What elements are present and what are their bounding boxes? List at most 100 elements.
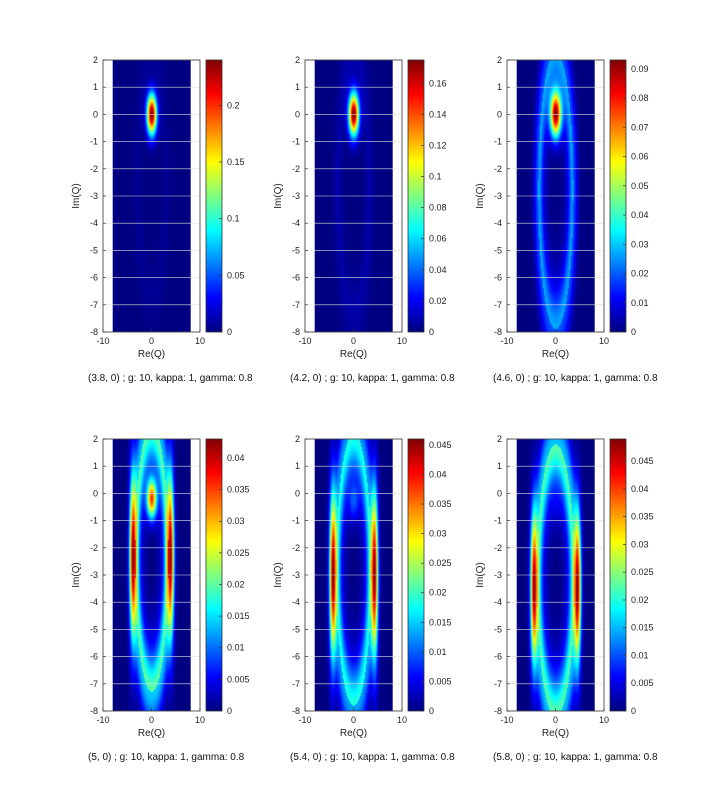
y-tick-label: -2 [292, 164, 300, 174]
colorbar-frame [205, 59, 223, 333]
y-tick-label: -1 [494, 516, 502, 526]
colorbar-tick-label: 0.16 [429, 78, 447, 88]
y-tick-label: 2 [295, 434, 300, 444]
colorbar-tick-label: 0.025 [631, 567, 654, 577]
colorbar-tick-label: 0.14 [429, 109, 447, 119]
y-tick-label: -1 [90, 516, 98, 526]
colorbar-tick-label: 0.04 [631, 210, 649, 220]
y-tick-label: 2 [93, 55, 98, 65]
y-tick-label: -5 [90, 245, 98, 255]
colorbar-tick-label: 0.1 [227, 214, 240, 224]
y-tick-label: 0 [93, 109, 98, 119]
y-tick-label: -3 [292, 570, 300, 580]
x-tick-label: -10 [298, 715, 311, 725]
colorbar-tick-label: 0.09 [631, 64, 649, 74]
y-tick-label: -6 [494, 652, 502, 662]
y-tick-label: -6 [494, 273, 502, 283]
colorbar-tick-label: 0.02 [631, 269, 649, 279]
y-tick-label: -1 [494, 137, 502, 147]
y-axis-label: Im(Q) [273, 562, 284, 588]
y-tick-label: -2 [90, 164, 98, 174]
panel-caption: (5.8, 0) ; g: 10, kappa: 1, gamma: 0.8 [493, 752, 658, 763]
colorbar-tick-label: 0.01 [631, 298, 649, 308]
colorbar-tick-label: 0.03 [631, 239, 649, 249]
colorbar-tick-label: 0 [631, 706, 636, 716]
x-tick-label: 10 [599, 336, 609, 346]
y-axis-label: Im(Q) [475, 562, 486, 588]
panel-caption: (3.8, 0) ; g: 10, kappa: 1, gamma: 0.8 [88, 373, 253, 384]
x-tick-label: 10 [599, 715, 609, 725]
colorbar-tick-label: 0.08 [429, 203, 447, 213]
y-axis-label: Im(Q) [475, 183, 486, 209]
y-tick-label: -2 [494, 543, 502, 553]
x-axis-label: Re(Q) [542, 728, 569, 739]
y-tick-label: -7 [90, 300, 98, 310]
y-tick-label: 1 [93, 461, 98, 471]
y-tick-label: -6 [292, 273, 300, 283]
y-axis-label: Im(Q) [273, 183, 284, 209]
colorbar [610, 439, 626, 711]
y-tick-label: -5 [90, 624, 98, 634]
colorbar-tick-label: 0.03 [227, 516, 245, 526]
panel-caption: (4.2, 0) ; g: 10, kappa: 1, gamma: 0.8 [290, 373, 455, 384]
colorbar-frame [407, 438, 425, 712]
colorbar-tick-label: 0.2 [227, 100, 240, 110]
y-tick-label: 0 [93, 488, 98, 498]
colorbar-tick-label: 0.05 [227, 270, 245, 280]
y-tick-label: -5 [292, 624, 300, 634]
x-tick-label: 0 [553, 336, 558, 346]
colorbar-tick-label: 0.12 [429, 140, 447, 150]
y-axis-label: Im(Q) [71, 183, 82, 209]
x-tick-label: 0 [351, 715, 356, 725]
y-tick-label: -2 [90, 543, 98, 553]
x-tick-label: -10 [96, 715, 109, 725]
colorbar-tick-label: 0.035 [429, 499, 452, 509]
x-tick-label: -10 [96, 336, 109, 346]
y-tick-label: -3 [494, 570, 502, 580]
y-tick-label: -5 [494, 624, 502, 634]
y-tick-label: 1 [497, 82, 502, 92]
y-tick-label: -3 [292, 191, 300, 201]
y-tick-label: 0 [497, 109, 502, 119]
x-tick-label: 10 [397, 715, 407, 725]
y-tick-label: -2 [292, 543, 300, 553]
colorbar-tick-label: 0 [631, 327, 636, 337]
x-axis-label: Re(Q) [340, 728, 367, 739]
x-tick-label: 10 [195, 715, 205, 725]
y-tick-label: -1 [292, 516, 300, 526]
y-tick-label: -7 [90, 679, 98, 689]
colorbar-tick-label: 0.03 [631, 539, 649, 549]
y-tick-label: -8 [292, 706, 300, 716]
x-axis-label: Re(Q) [542, 349, 569, 360]
colorbar-frame [407, 59, 425, 333]
panel-caption: (5, 0) ; g: 10, kappa: 1, gamma: 0.8 [88, 752, 245, 763]
y-tick-label: -6 [90, 273, 98, 283]
y-tick-label: -4 [90, 218, 98, 228]
y-tick-label: -7 [292, 679, 300, 689]
y-tick-label: 0 [295, 109, 300, 119]
colorbar-tick-label: 0.045 [631, 456, 654, 466]
colorbar [610, 60, 626, 332]
y-tick-label: -5 [494, 245, 502, 255]
x-tick-label: 10 [397, 336, 407, 346]
colorbar-tick-label: 0.08 [631, 93, 649, 103]
y-tick-label: 1 [295, 461, 300, 471]
y-tick-label: 0 [497, 488, 502, 498]
colorbar-tick-label: 0.02 [631, 595, 649, 605]
colorbar [408, 60, 424, 332]
y-tick-label: -3 [494, 191, 502, 201]
colorbar-tick-label: 0.01 [429, 647, 447, 657]
y-tick-label: -6 [90, 652, 98, 662]
colorbar-tick-label: 0.015 [631, 623, 654, 633]
colorbar [206, 439, 222, 711]
colorbar-frame [609, 438, 627, 712]
colorbar-tick-label: 0 [227, 327, 232, 337]
y-tick-label: -1 [90, 137, 98, 147]
colorbar-frame [609, 59, 627, 333]
colorbar-tick-label: 0.02 [429, 296, 447, 306]
colorbar-tick-label: 0.15 [227, 157, 245, 167]
x-tick-label: 0 [553, 715, 558, 725]
